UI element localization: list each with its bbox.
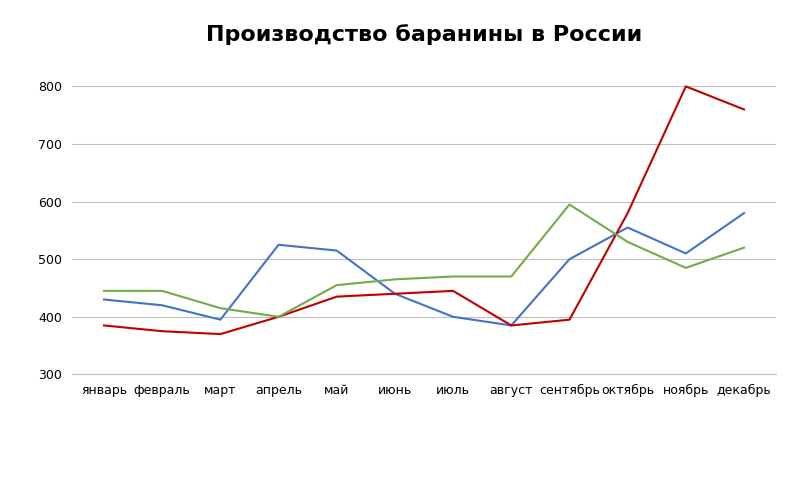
- 2015: [681, 265, 690, 271]
- Title: Производство баранины в России: Производство баранины в России: [206, 24, 642, 45]
- 2014: [565, 317, 574, 323]
- 2014: [158, 328, 167, 334]
- 2015: [332, 282, 342, 288]
- Line: 2013: 2013: [104, 213, 744, 325]
- 2015: [274, 314, 283, 320]
- 2013: [681, 251, 690, 256]
- 2013: [99, 297, 109, 302]
- 2013: [506, 323, 516, 328]
- 2014: [99, 323, 109, 328]
- 2015: [215, 305, 225, 311]
- 2013: [565, 256, 574, 262]
- 2014: [274, 314, 283, 320]
- Line: 2014: 2014: [104, 86, 744, 334]
- 2014: [215, 331, 225, 337]
- 2013: [332, 248, 342, 253]
- 2015: [565, 202, 574, 207]
- 2015: [99, 288, 109, 294]
- 2015: [158, 288, 167, 294]
- 2013: [215, 317, 225, 323]
- 2015: [448, 274, 458, 279]
- 2014: [390, 291, 400, 297]
- 2015: [506, 274, 516, 279]
- 2014: [739, 107, 749, 112]
- 2015: [623, 239, 633, 245]
- 2014: [506, 323, 516, 328]
- 2013: [739, 210, 749, 216]
- Line: 2015: 2015: [104, 204, 744, 317]
- 2014: [681, 84, 690, 89]
- 2013: [158, 302, 167, 308]
- 2014: [448, 288, 458, 294]
- 2013: [390, 291, 400, 297]
- 2014: [332, 294, 342, 300]
- 2015: [390, 276, 400, 282]
- 2013: [623, 225, 633, 230]
- 2014: [623, 210, 633, 216]
- 2013: [448, 314, 458, 320]
- 2015: [739, 245, 749, 251]
- 2013: [274, 242, 283, 248]
